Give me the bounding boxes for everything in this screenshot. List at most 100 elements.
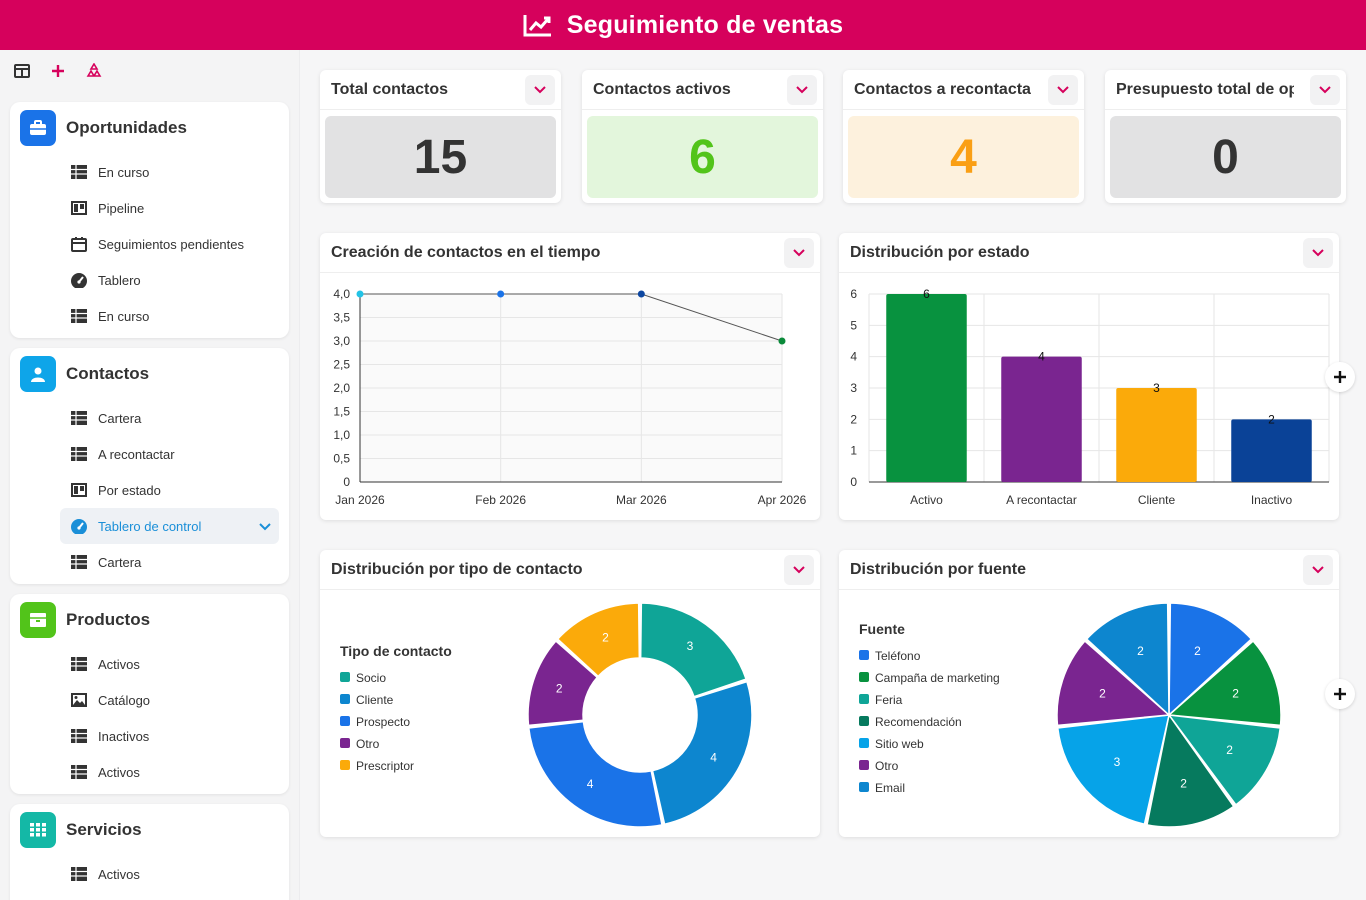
sidebar-item-label: Seguimientos pendientes <box>98 236 244 252</box>
y-tick-label: 5 <box>850 318 857 332</box>
briefcase-icon <box>20 110 56 146</box>
kpi-value: 6 <box>587 116 818 198</box>
sidebar-item-label: Activos <box>98 656 140 672</box>
kpi-title: Contactos activos <box>593 80 731 98</box>
sidebar-item-servicios-activos[interactable]: Activos <box>60 856 279 892</box>
y-tick-label: 1,0 <box>333 428 350 442</box>
sidebar-item-tablero-de-control[interactable]: Tablero de control <box>60 508 279 544</box>
gauge-icon <box>70 518 88 534</box>
slice-label: 2 <box>1232 686 1239 700</box>
chevron-down-icon[interactable] <box>784 238 814 268</box>
chevron-down-icon[interactable] <box>525 75 555 105</box>
chevron-down-icon[interactable] <box>1303 238 1333 268</box>
data-point <box>637 290 645 298</box>
x-tick-label: Inactivo <box>1251 493 1293 507</box>
menu-group-header[interactable]: Oportunidades <box>10 102 289 154</box>
add-widget-button[interactable] <box>1325 362 1355 392</box>
x-tick-label: Feb 2026 <box>475 493 526 507</box>
kpi-header: Total contactos <box>320 70 561 110</box>
menu-group-header[interactable]: Contactos <box>10 348 289 400</box>
sidebar-item-por-estado[interactable]: Por estado <box>60 472 279 508</box>
chevron-down-icon[interactable] <box>1303 555 1333 585</box>
chart-title: Distribución por tipo de contacto <box>331 560 583 578</box>
table-icon <box>70 164 88 180</box>
table-icon <box>70 866 88 882</box>
chevron-down-icon[interactable] <box>787 75 817 105</box>
sidebar-item-seguimientos[interactable]: Seguimientos pendientes <box>60 226 279 262</box>
grid-icon <box>20 812 56 848</box>
y-tick-label: 0,5 <box>333 452 350 466</box>
y-tick-label: 6 <box>850 287 857 301</box>
slice <box>1085 602 1170 717</box>
chevron-down-icon[interactable] <box>784 555 814 585</box>
kpi-value: 15 <box>325 116 556 198</box>
donut-chart: 3 4 4 2 2 Tipo de contacto Socio Cliente Prospec… <box>340 602 753 828</box>
kpi-header: Presupuesto total de oportunidades <box>1105 70 1346 110</box>
slice <box>1168 602 1253 717</box>
add-button[interactable] <box>46 60 70 82</box>
slice-label: 4 <box>587 777 594 791</box>
y-tick-label: 1 <box>850 444 857 458</box>
legend-swatch <box>340 738 350 748</box>
menu-group-title: Servicios <box>66 820 142 839</box>
recycle-button[interactable] <box>82 60 106 82</box>
slice <box>639 602 748 698</box>
legend-swatch <box>340 760 350 770</box>
sidebar-item-cartera-2[interactable]: Cartera <box>60 544 279 580</box>
kpi-title: Contactos a recontactar <box>854 80 1032 98</box>
donut-chart-panel: Distribución por tipo de contacto 3 4 4 2 2 T… <box>320 550 820 837</box>
panel-toggle-button[interactable] <box>10 60 34 82</box>
kpi-value: 4 <box>848 116 1079 198</box>
app-header: Seguimiento de ventas <box>0 0 1366 50</box>
data-point <box>356 290 364 298</box>
sidebar-item-a-recontactar[interactable]: A recontactar <box>60 436 279 472</box>
recycle-icon <box>86 63 102 77</box>
sidebar-item-pipeline[interactable]: Pipeline <box>60 190 279 226</box>
data-point <box>778 337 786 345</box>
slice-label: 2 <box>602 630 609 644</box>
menu-group-header[interactable]: Servicios <box>10 804 289 856</box>
box-icon <box>20 602 56 638</box>
user-icon <box>20 356 56 392</box>
add-widget-button[interactable] <box>1325 679 1355 709</box>
legend-swatch <box>340 672 350 682</box>
menu-group-oportunidades: Oportunidades En curso Pipeline Seguimie… <box>10 102 289 338</box>
chevron-down-icon[interactable] <box>259 519 271 534</box>
sidebar-item-inactivos[interactable]: Inactivos <box>60 718 279 754</box>
sidebar-item-en-curso[interactable]: En curso <box>60 154 279 190</box>
legend-swatch <box>859 650 869 660</box>
slice <box>1167 714 1282 806</box>
menu-group-header[interactable]: Productos <box>10 594 289 646</box>
legend-swatch <box>859 716 869 726</box>
slice <box>1146 713 1235 828</box>
legend-swatch <box>340 716 350 726</box>
chevron-down-icon[interactable] <box>1048 75 1078 105</box>
line-chart: 0 0,5 1,0 1,5 2,0 2,5 3,0 3,5 4,0 Jan 2026 Feb 202… <box>333 287 806 507</box>
sidebar-toolbar <box>10 60 106 82</box>
chart-header: Distribución por fuente <box>839 550 1339 590</box>
sidebar-item-label: Pipeline <box>98 200 145 216</box>
legend-label: Campaña de marketing <box>875 671 1000 685</box>
x-tick-label: Mar 2026 <box>616 493 667 507</box>
sidebar-item-tablero[interactable]: Tablero <box>60 262 279 298</box>
pie-chart: 2 2 2 2 3 2 2 Fuente Teléfono Campaña de marketin… <box>859 602 1282 828</box>
chevron-down-icon[interactable] <box>1310 75 1340 105</box>
plus-icon <box>1334 371 1346 383</box>
y-tick-label: 2 <box>850 412 857 426</box>
kpi-header: Contactos activos <box>582 70 823 110</box>
x-tick-label: Activo <box>910 493 943 507</box>
chart-header: Creación de contactos en el tiempo <box>320 233 820 273</box>
sidebar-item-en-curso-2[interactable]: En curso <box>60 298 279 334</box>
chart-title: Distribución por estado <box>850 243 1030 261</box>
sidebar-item-activos[interactable]: Activos <box>60 646 279 682</box>
sidebar-item-catalogo[interactable]: Catálogo <box>60 682 279 718</box>
legend-label: Teléfono <box>875 649 921 663</box>
image-icon <box>70 692 88 708</box>
sidebar-item-activos-2[interactable]: Activos <box>60 754 279 790</box>
sidebar-item-label: A recontactar <box>98 446 175 462</box>
plus-icon <box>1334 688 1346 700</box>
bar-chart: 0 1 2 3 4 5 6 6 Activo 4 A recontactar 3 Cliente 2 Ina… <box>850 287 1330 507</box>
legend-swatch <box>859 694 869 704</box>
sidebar-item-cartera[interactable]: Cartera <box>60 400 279 436</box>
y-tick-label: 3,0 <box>333 334 350 348</box>
